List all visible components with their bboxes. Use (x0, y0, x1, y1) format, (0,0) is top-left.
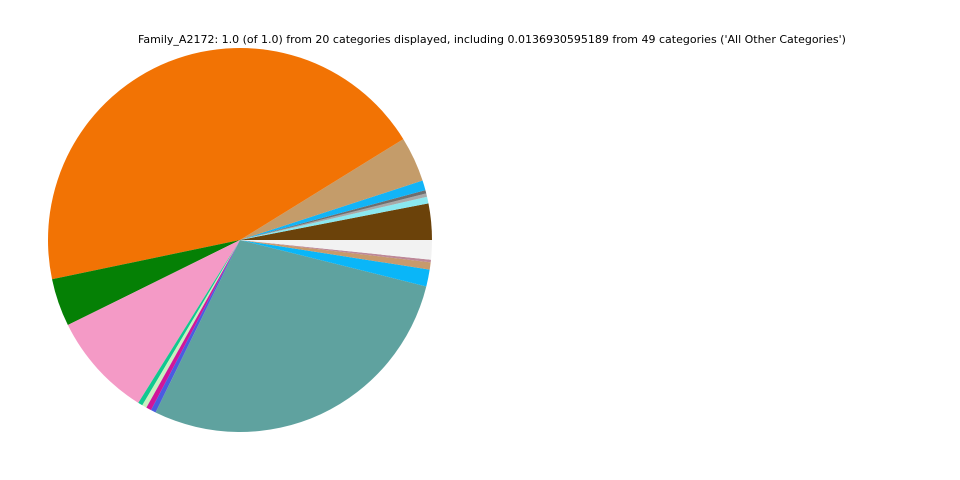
pie-slice (146, 240, 240, 411)
pie-slice (138, 240, 240, 406)
chart-title: Family_A2172: 1.0 (of 1.0) from 20 categ… (138, 33, 846, 46)
pie-slice (240, 196, 429, 240)
pie-slice (240, 139, 423, 240)
pie-slice (240, 193, 428, 240)
pie-slice (142, 240, 240, 408)
pie-slice (47, 48, 404, 280)
pie-slice (240, 240, 431, 263)
pie-slice (240, 203, 433, 240)
pie-slice (151, 240, 240, 413)
pie-slice (240, 240, 432, 260)
pie-slice (240, 190, 427, 240)
pie-slice (240, 240, 430, 287)
pie-slice (52, 240, 240, 326)
pie-slice (155, 240, 427, 433)
pie-slice (240, 240, 431, 270)
pie-slice (240, 180, 426, 240)
pie-slice (67, 240, 240, 403)
